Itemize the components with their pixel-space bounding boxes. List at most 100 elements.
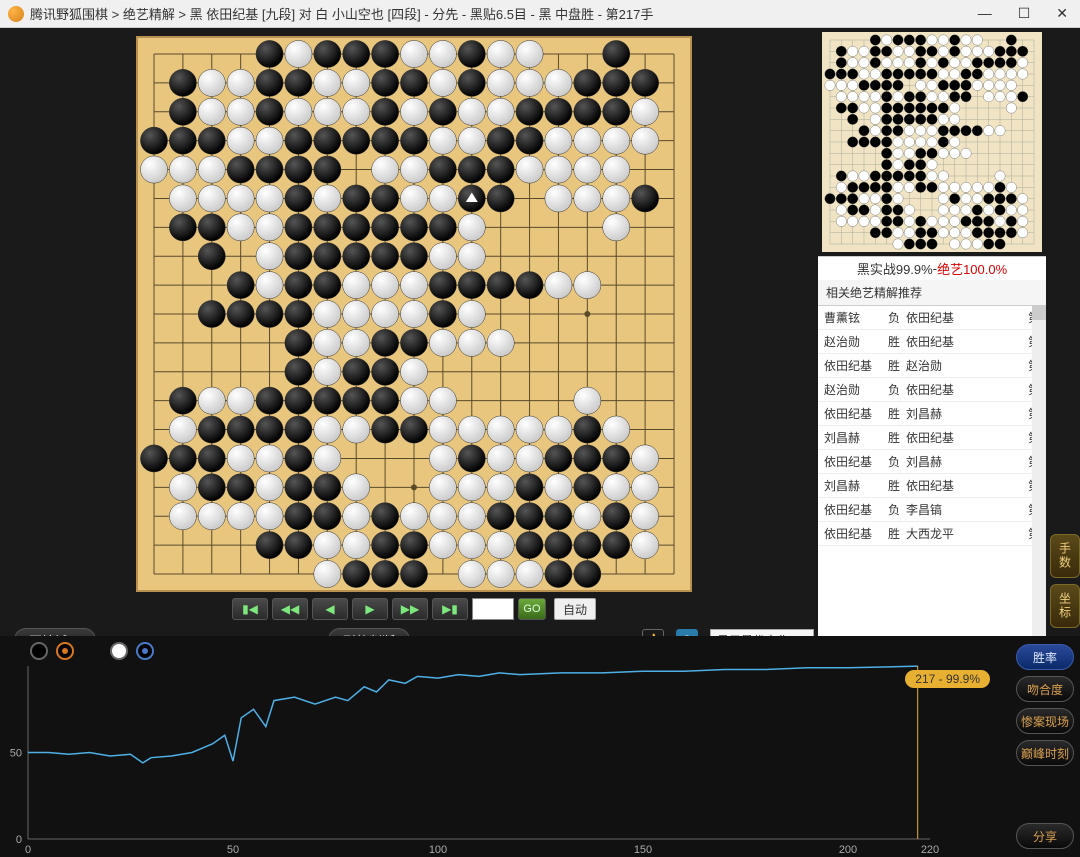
recommendation-row[interactable]: 依田纪基 负 李昌镐 第 (818, 498, 1046, 522)
next-button[interactable]: ▶ (352, 598, 388, 620)
rec-trail: 第 (964, 477, 1040, 494)
rec-trail: 第 (964, 381, 1040, 398)
rec-player2: 大西龙平 (906, 525, 964, 542)
close-button[interactable]: ✕ (1052, 5, 1072, 22)
side-tabs: 手数 坐标 (1050, 28, 1080, 636)
rec-player2: 依田纪基 (906, 309, 964, 326)
rec-result: 胜 (882, 429, 906, 446)
move-numbers-tab[interactable]: 手数 (1050, 534, 1080, 578)
eval-right: 绝艺100.0% (937, 259, 1007, 278)
rec-trail: 第 (964, 429, 1040, 446)
rec-player2: 依田纪基 (906, 477, 964, 494)
board-column: ▮◀ ◀◀ ◀ ▶ ▶▶ ▶▮ GO 自动 开始试下 形势判断 👍 ? 显示最优… (14, 28, 814, 636)
scroll-up-button[interactable]: ▴ (1032, 306, 1046, 320)
right-column: 黑实战99.9% - 绝艺100.0% 相关绝艺精解推荐 曹薰铉 负 依田纪基 … (818, 28, 1046, 636)
last-move-button[interactable]: ▶▮ (432, 598, 468, 620)
winrate-chart-area: 0 50 0 50 100 150 200 220 217 - 99.9% 胜率 吻合度 惨案… (0, 636, 1080, 857)
rec-trail: 第 (964, 333, 1040, 350)
rec-player2: 赵治勋 (906, 357, 964, 374)
move-number-input[interactable] (472, 598, 514, 620)
svg-text:200: 200 (839, 844, 857, 856)
app-icon (8, 6, 24, 22)
auto-button[interactable]: 自动 (554, 598, 596, 620)
recommendation-row[interactable]: 赵治勋 胜 依田纪基 第 (818, 330, 1046, 354)
svg-text:0: 0 (16, 834, 22, 846)
prev-button[interactable]: ◀ (312, 598, 348, 620)
rec-result: 负 (882, 309, 906, 326)
coordinates-tab[interactable]: 坐标 (1050, 584, 1080, 628)
evaluation-bar: 黑实战99.9% - 绝艺100.0% (818, 256, 1046, 280)
maximize-button[interactable]: ☐ (1014, 5, 1035, 22)
go-button[interactable]: GO (518, 598, 546, 620)
svg-text:150: 150 (634, 844, 652, 856)
recommendation-header: 相关绝艺精解推荐 (818, 280, 1046, 306)
disaster-tab-button[interactable]: 惨案现场 (1016, 708, 1074, 734)
legend-black-icon (30, 642, 48, 660)
fast-forward-button[interactable]: ▶▶ (392, 598, 428, 620)
window-titlebar: 腾讯野狐围棋 > 绝艺精解 > 黑 依田纪基 [九段] 对 白 小山空也 [四段… (0, 0, 1080, 28)
chart-marker-label: 217 - 99.9% (905, 670, 990, 688)
recommendation-row[interactable]: 刘昌赫 胜 依田纪基 第 (818, 426, 1046, 450)
minimize-button[interactable]: — (974, 5, 996, 22)
svg-text:50: 50 (10, 748, 22, 760)
rec-player1: 赵治勋 (824, 333, 882, 350)
rec-result: 胜 (882, 477, 906, 494)
share-button[interactable]: 分享 (1016, 823, 1074, 849)
recommendation-row[interactable]: 赵治勋 负 依田纪基 第 (818, 378, 1046, 402)
rec-trail: 第 (964, 405, 1040, 422)
chart-buttons: 胜率 吻合度 惨案现场 巅峰时刻 分享 (1010, 636, 1080, 857)
recommendation-row[interactable]: 依田纪基 胜 刘昌赫 第 (818, 402, 1046, 426)
rec-result: 胜 (882, 525, 906, 542)
svg-text:220: 220 (921, 844, 939, 856)
scrollbar[interactable]: ▴ (1032, 306, 1046, 636)
recommendation-row[interactable]: 刘昌赫 胜 依田纪基 第 (818, 474, 1046, 498)
rec-player1: 刘昌赫 (824, 477, 882, 494)
rec-player1: 依田纪基 (824, 453, 882, 470)
rec-trail: 第 (964, 357, 1040, 374)
main-area: ▮◀ ◀◀ ◀ ▶ ▶▶ ▶▮ GO 自动 开始试下 形势判断 👍 ? 显示最优… (0, 28, 1080, 636)
eval-left: 黑实战99.9% (857, 259, 933, 278)
peak-tab-button[interactable]: 巅峰时刻 (1016, 740, 1074, 766)
rec-trail: 第 (964, 501, 1040, 518)
rec-player1: 依田纪基 (824, 357, 882, 374)
rec-player1: 依田纪基 (824, 525, 882, 542)
fast-back-button[interactable]: ◀◀ (272, 598, 308, 620)
rec-trail: 第 (964, 453, 1040, 470)
recommendation-list[interactable]: 曹薰铉 负 依田纪基 第赵治勋 胜 依田纪基 第依田纪基 胜 赵治勋 第赵治勋 … (818, 306, 1046, 636)
rec-player2: 依田纪基 (906, 333, 964, 350)
chart-legend (30, 642, 154, 660)
mini-go-board[interactable] (822, 32, 1042, 252)
rec-result: 胜 (882, 333, 906, 350)
rec-trail: 第 (964, 309, 1040, 326)
rec-player2: 依田纪基 (906, 381, 964, 398)
legend-orange-icon (56, 642, 74, 660)
match-tab-button[interactable]: 吻合度 (1016, 676, 1074, 702)
legend-white-icon (110, 642, 128, 660)
rec-player1: 赵治勋 (824, 381, 882, 398)
svg-text:100: 100 (429, 844, 447, 856)
window-title: 腾讯野狐围棋 > 绝艺精解 > 黑 依田纪基 [九段] 对 白 小山空也 [四段… (30, 4, 974, 23)
recommendation-row[interactable]: 依田纪基 负 刘昌赫 第 (818, 450, 1046, 474)
rec-player2: 刘昌赫 (906, 405, 964, 422)
svg-text:50: 50 (227, 844, 239, 856)
winrate-chart[interactable]: 0 50 0 50 100 150 200 220 (0, 636, 1010, 857)
rec-player1: 刘昌赫 (824, 429, 882, 446)
rec-player2: 依田纪基 (906, 429, 964, 446)
rec-result: 负 (882, 453, 906, 470)
rec-player1: 依田纪基 (824, 501, 882, 518)
recommendation-row[interactable]: 曹薰铉 负 依田纪基 第 (818, 306, 1046, 330)
rec-result: 负 (882, 381, 906, 398)
svg-text:0: 0 (25, 844, 31, 856)
rec-result: 胜 (882, 405, 906, 422)
rec-result: 负 (882, 501, 906, 518)
playback-controls: ▮◀ ◀◀ ◀ ▶ ▶▶ ▶▮ GO 自动 (232, 598, 596, 620)
first-move-button[interactable]: ▮◀ (232, 598, 268, 620)
rec-player2: 李昌镐 (906, 501, 964, 518)
main-go-board[interactable] (136, 36, 692, 592)
rec-player1: 依田纪基 (824, 405, 882, 422)
recommendation-row[interactable]: 依田纪基 胜 赵治勋 第 (818, 354, 1046, 378)
winrate-tab-button[interactable]: 胜率 (1016, 644, 1074, 670)
rec-result: 胜 (882, 357, 906, 374)
left-spacer (0, 28, 14, 636)
recommendation-row[interactable]: 依田纪基 胜 大西龙平 第 (818, 522, 1046, 546)
